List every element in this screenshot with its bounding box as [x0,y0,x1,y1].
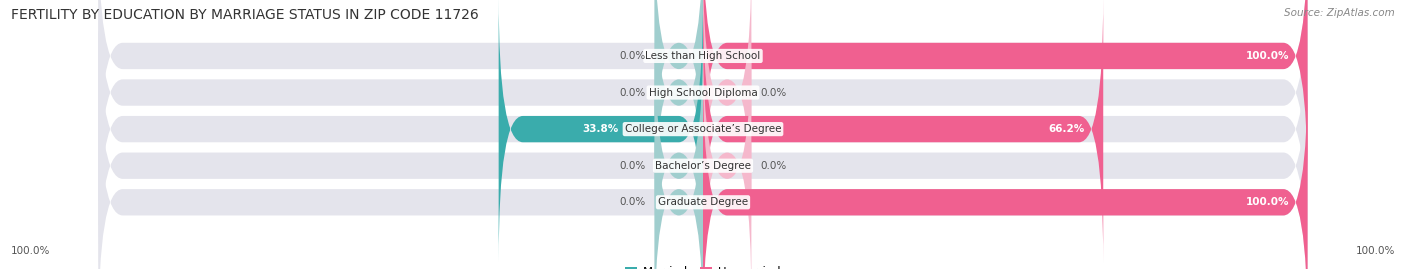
Text: Bachelor’s Degree: Bachelor’s Degree [655,161,751,171]
Text: Graduate Degree: Graduate Degree [658,197,748,207]
FancyBboxPatch shape [98,0,1308,262]
Text: 100.0%: 100.0% [1246,197,1289,207]
Text: 33.8%: 33.8% [582,124,619,134]
Text: 100.0%: 100.0% [1246,51,1289,61]
FancyBboxPatch shape [499,0,703,262]
Text: 100.0%: 100.0% [11,246,51,256]
FancyBboxPatch shape [655,33,703,269]
FancyBboxPatch shape [703,0,1308,189]
Text: Source: ZipAtlas.com: Source: ZipAtlas.com [1284,8,1395,18]
FancyBboxPatch shape [703,0,751,226]
FancyBboxPatch shape [98,69,1308,269]
Text: 0.0%: 0.0% [619,161,645,171]
FancyBboxPatch shape [655,0,703,189]
Text: FERTILITY BY EDUCATION BY MARRIAGE STATUS IN ZIP CODE 11726: FERTILITY BY EDUCATION BY MARRIAGE STATU… [11,8,479,22]
FancyBboxPatch shape [703,0,1104,262]
Text: High School Diploma: High School Diploma [648,87,758,98]
Legend: Married, Unmarried: Married, Unmarried [620,262,786,269]
FancyBboxPatch shape [703,33,751,269]
FancyBboxPatch shape [655,0,703,226]
Text: 0.0%: 0.0% [619,51,645,61]
Text: 100.0%: 100.0% [1355,246,1395,256]
FancyBboxPatch shape [703,69,1308,269]
Text: College or Associate’s Degree: College or Associate’s Degree [624,124,782,134]
Text: 0.0%: 0.0% [619,87,645,98]
Text: 0.0%: 0.0% [761,161,787,171]
FancyBboxPatch shape [98,0,1308,189]
FancyBboxPatch shape [655,69,703,269]
Text: 0.0%: 0.0% [619,197,645,207]
Text: 66.2%: 66.2% [1049,124,1085,134]
FancyBboxPatch shape [98,0,1308,226]
Text: Less than High School: Less than High School [645,51,761,61]
Text: 0.0%: 0.0% [761,87,787,98]
FancyBboxPatch shape [98,33,1308,269]
